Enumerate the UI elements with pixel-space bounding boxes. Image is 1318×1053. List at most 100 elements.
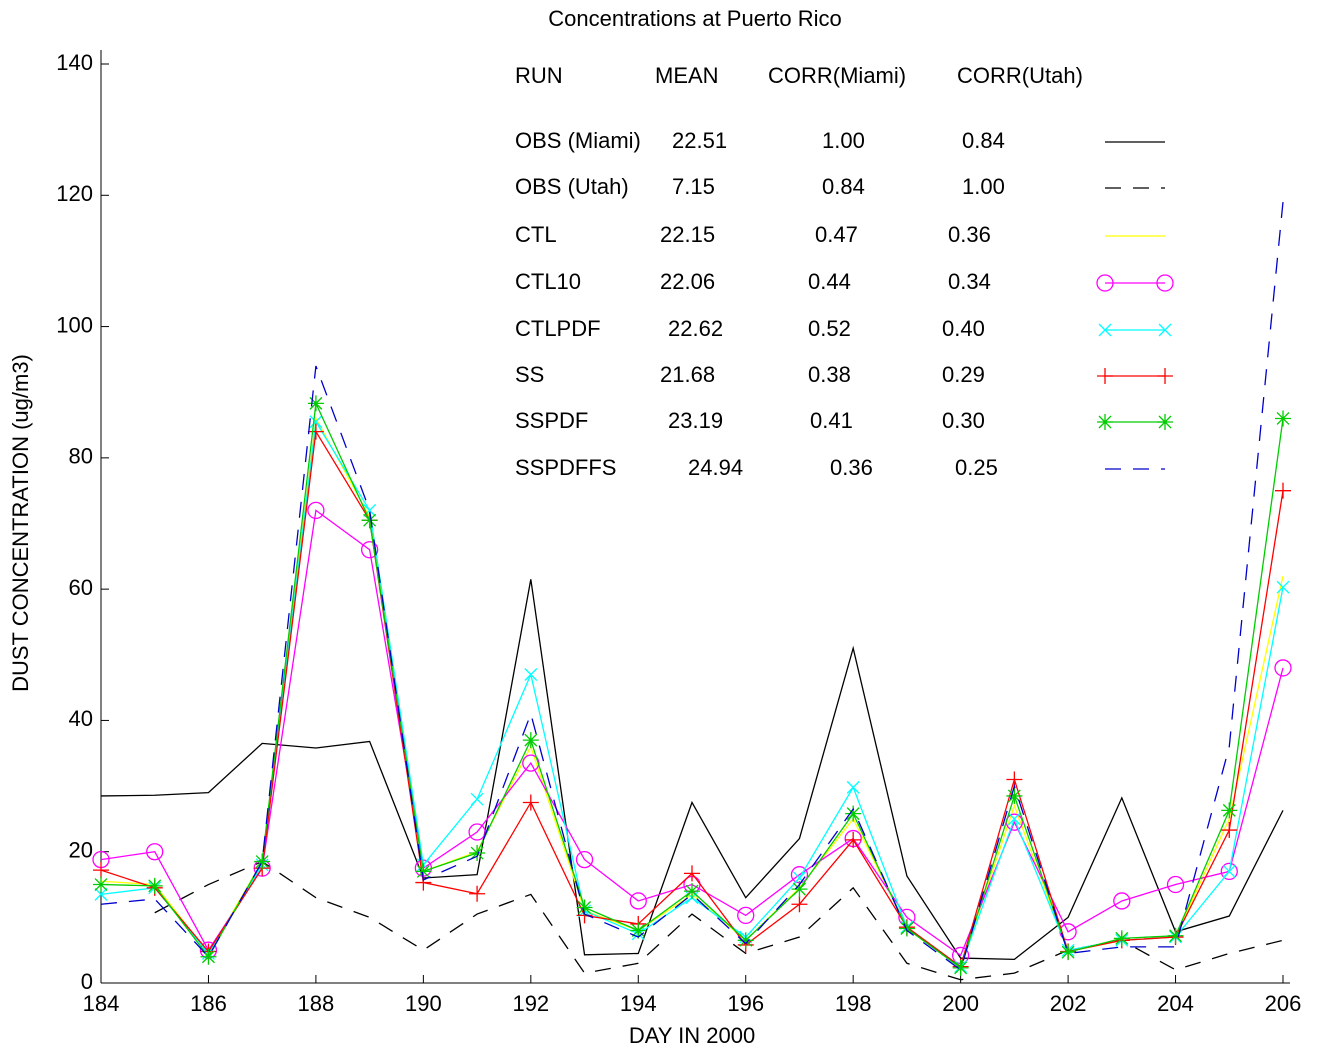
marker [522,732,539,749]
legend-stat: 23.19 [668,408,723,433]
x-tick-label: 190 [405,991,442,1016]
marker [1274,659,1292,677]
y-tick-label: 20 [69,838,93,863]
marker [845,805,862,822]
marker [307,395,324,412]
legend-stat: 0.25 [955,455,998,480]
y-tick-label: 0 [81,969,93,994]
marker [470,792,484,806]
x-axis-label: DAY IN 2000 [629,1023,755,1048]
legend-stat: 24.94 [688,455,743,480]
legend-stat: 0.84 [822,174,865,199]
x-tick-label: 206 [1265,991,1302,1016]
legend-header: CORR(Miami) [768,63,906,88]
x-tick-label: 202 [1050,991,1087,1016]
marker [522,794,539,811]
legend-stat: 22.06 [660,269,715,294]
marker [952,959,969,976]
marker [254,853,271,870]
legend-header: MEAN [655,63,719,88]
x-tick-label: 192 [512,991,549,1016]
marker [360,541,379,559]
marker [1113,930,1130,947]
legend-label: CTL [515,222,557,247]
legend-label: CTLPDF [515,316,601,341]
y-tick-label: 80 [69,444,93,469]
marker [1096,274,1114,292]
marker [1157,414,1173,430]
y-tick-label: 140 [56,50,93,75]
marker [1276,580,1290,594]
marker [575,850,594,869]
marker [468,823,486,841]
legend-stat: 0.34 [948,269,991,294]
marker [792,871,806,885]
marker [309,415,323,429]
legend-stat: 0.41 [810,408,853,433]
legend-label: SS [515,362,544,387]
x-tick-label: 186 [190,991,227,1016]
marker [845,831,862,848]
marker [1167,927,1184,944]
legend-stat: 0.30 [942,408,985,433]
marker [469,885,486,902]
marker [1113,892,1131,910]
marker [146,877,163,894]
marker [1007,812,1021,826]
marker [737,906,755,925]
marker [684,865,700,882]
marker [1220,862,1238,881]
series-line [154,860,1284,981]
marker [1156,274,1174,292]
x-tick-label: 194 [620,991,657,1016]
y-tick-label: 100 [56,312,93,337]
legend-stat: 1.00 [822,128,865,153]
legend-stat: 7.15 [672,174,715,199]
marker [469,845,486,862]
legend-stat: 0.40 [942,316,985,341]
legend-stat: 0.29 [942,362,985,387]
x-tick-label: 184 [83,991,120,1016]
legend-label: SSPDF [515,408,588,433]
marker [307,501,325,520]
y-tick-label: 120 [56,181,93,206]
marker [1221,802,1238,819]
marker [307,423,324,440]
marker [1006,787,1023,804]
marker [1157,368,1173,384]
series-line [100,201,1284,971]
legend-stat: 0.84 [962,128,1005,153]
legend-stat: 0.47 [815,222,858,247]
marker [1098,323,1112,337]
marker [846,780,860,794]
chart-title: Concentrations at Puerto Rico [548,6,842,31]
x-tick-label: 188 [298,991,335,1016]
legend-stat: 0.38 [808,362,851,387]
y-tick-label: 40 [69,706,93,731]
y-axis-label: DUST CONCENTRATION (ug/m3) [8,354,33,692]
marker [1166,875,1185,894]
legend-stat: 21.68 [660,362,715,387]
legend-stat: 0.52 [808,316,851,341]
legend-stat: 22.15 [660,222,715,247]
legend-header: CORR(Utah) [957,63,1083,88]
marker [415,863,432,880]
marker [93,862,109,879]
marker [1221,822,1238,839]
legend-stat: 0.36 [830,455,873,480]
marker [1060,944,1077,961]
marker [684,883,700,900]
marker [1097,414,1113,430]
legend-label: CTL10 [515,269,581,294]
legend-stat: 0.36 [948,222,991,247]
legend-header: RUN [515,63,563,88]
y-tick-label: 60 [69,575,93,600]
legend-label: SSPDFFS [515,455,616,480]
marker [629,892,647,910]
marker [1275,410,1291,427]
marker [146,843,164,861]
x-tick-label: 196 [727,991,764,1016]
marker [1097,368,1113,384]
marker [1222,864,1236,878]
